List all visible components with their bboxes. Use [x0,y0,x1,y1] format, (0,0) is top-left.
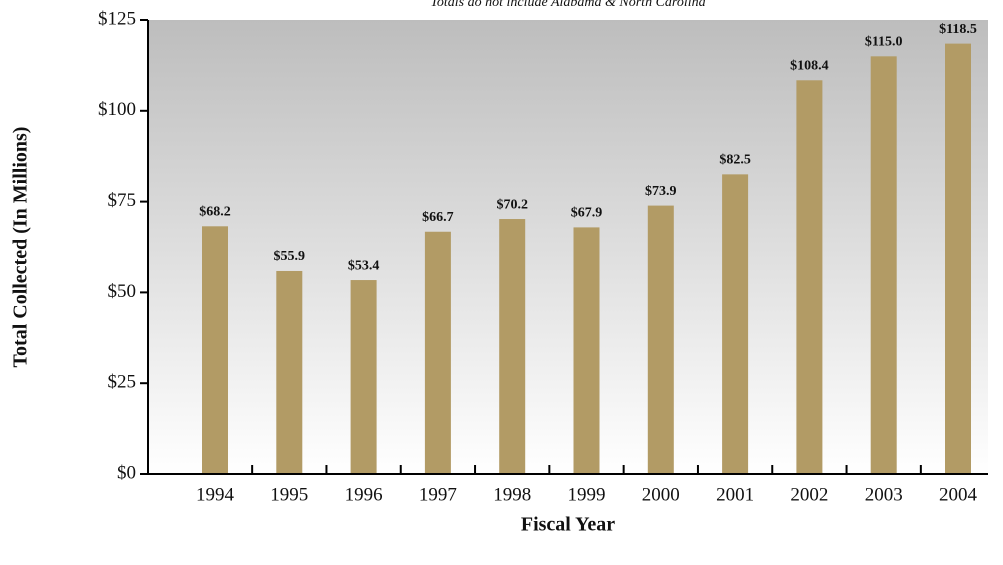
value-label: $55.9 [274,249,306,264]
y-tick-label: $100 [98,99,136,120]
x-tick-label: 1998 [493,484,531,505]
y-tick-label: $0 [117,462,136,483]
bar [647,205,674,474]
bar [722,174,749,475]
value-label: $53.4 [348,258,380,273]
x-tick-label: 1995 [270,484,308,505]
x-tick-label: 2002 [790,484,828,505]
value-label: $67.9 [571,206,603,221]
x-axis-title: Fiscal Year [521,514,615,536]
chart-subtitle: Totals do not include Alabama & North Ca… [430,0,705,10]
value-label: $108.4 [790,59,829,74]
y-tick-label: $125 [98,8,136,29]
bar [945,43,971,474]
x-tick-label: 1997 [419,484,457,505]
value-label: $68.2 [199,205,231,220]
y-tick-label: $50 [108,281,137,302]
value-label: $70.2 [496,197,528,212]
value-label: $115.0 [865,35,903,50]
bar [276,270,303,474]
bar [350,280,377,474]
x-tick-label: 2000 [642,484,680,505]
bar [499,219,526,474]
y-tick-label: $25 [108,372,137,393]
x-tick-label: 1994 [196,484,235,505]
value-label: $82.5 [719,153,751,168]
x-tick-label: 1996 [345,484,383,505]
plot-background [148,20,988,474]
value-label: $118.5 [939,22,977,37]
bar [573,227,600,474]
value-label: $73.9 [645,184,677,199]
x-tick-label: 1999 [568,484,606,505]
bar [424,231,451,474]
bar [202,226,228,474]
y-tick-label: $75 [108,190,137,211]
bar [796,80,823,474]
x-tick-label: 2001 [716,484,754,505]
bar [870,56,897,474]
value-label: $66.7 [422,210,454,225]
x-tick-label: 2003 [865,484,903,505]
x-tick-label: 2004 [939,484,978,505]
y-axis-title: Total Collected (In Millions) [10,127,32,368]
